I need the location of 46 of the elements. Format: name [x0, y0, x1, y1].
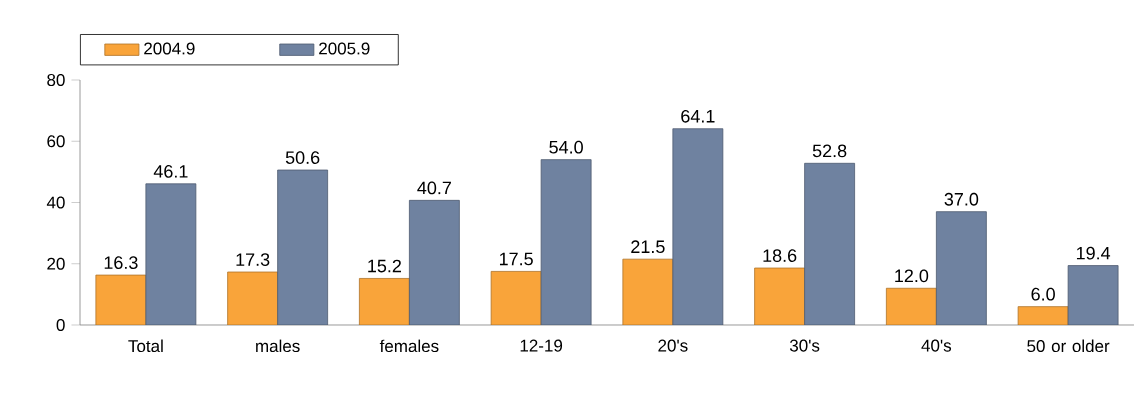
bar: [804, 162, 856, 325]
data-label: 6.0: [1031, 287, 1055, 301]
y-tick-label: 60: [47, 135, 65, 148]
x-tick-label: 12-19: [520, 339, 563, 352]
data-label: 18.6: [763, 249, 797, 262]
data-label: 21.5: [631, 240, 665, 254]
bar: [490, 271, 542, 325]
data-label: 17.3: [236, 253, 270, 266]
bar: [622, 258, 674, 325]
bar: [672, 128, 724, 325]
data-label: 50.6: [285, 151, 320, 164]
y-tick-label: 40: [46, 196, 65, 209]
bar: [358, 278, 410, 325]
data-label: 64.1: [681, 109, 715, 123]
x-tick-label: 50 or older: [1027, 339, 1110, 353]
bar: [145, 183, 197, 325]
x-tick-label: males: [256, 339, 300, 353]
data-label: 15.2: [368, 259, 401, 273]
data-label: 19.4: [1076, 246, 1111, 260]
bar: [95, 274, 147, 325]
data-label: 12.0: [895, 269, 929, 283]
data-label: 17.5: [499, 252, 533, 266]
data-label: 46.1: [153, 165, 188, 178]
bar: [277, 169, 329, 325]
bar: [754, 267, 806, 325]
data-label: 52.8: [812, 144, 847, 158]
data-label: 40.7: [417, 181, 451, 195]
x-tick-label: 40's: [921, 339, 952, 352]
bar: [935, 211, 987, 325]
bar: [885, 287, 937, 325]
bar: [540, 159, 592, 325]
x-tick-label: females: [379, 339, 439, 353]
legend-label: 2005.9: [319, 42, 370, 55]
data-label: 54.0: [549, 140, 583, 154]
legend-label: 2004.9: [144, 42, 195, 55]
bar: [227, 271, 279, 325]
x-tick-label: 30's: [789, 339, 820, 352]
bar: [408, 199, 460, 325]
data-label: 37.0: [944, 192, 979, 206]
bar: [1067, 265, 1119, 325]
data-label: 16.3: [104, 256, 138, 270]
y-tick-label: 80: [47, 74, 65, 87]
x-tick-label: Total: [128, 339, 163, 353]
y-tick-label: 20: [47, 257, 65, 270]
y-tick-label: 0: [56, 319, 65, 332]
x-tick-label: 20's: [658, 339, 688, 352]
